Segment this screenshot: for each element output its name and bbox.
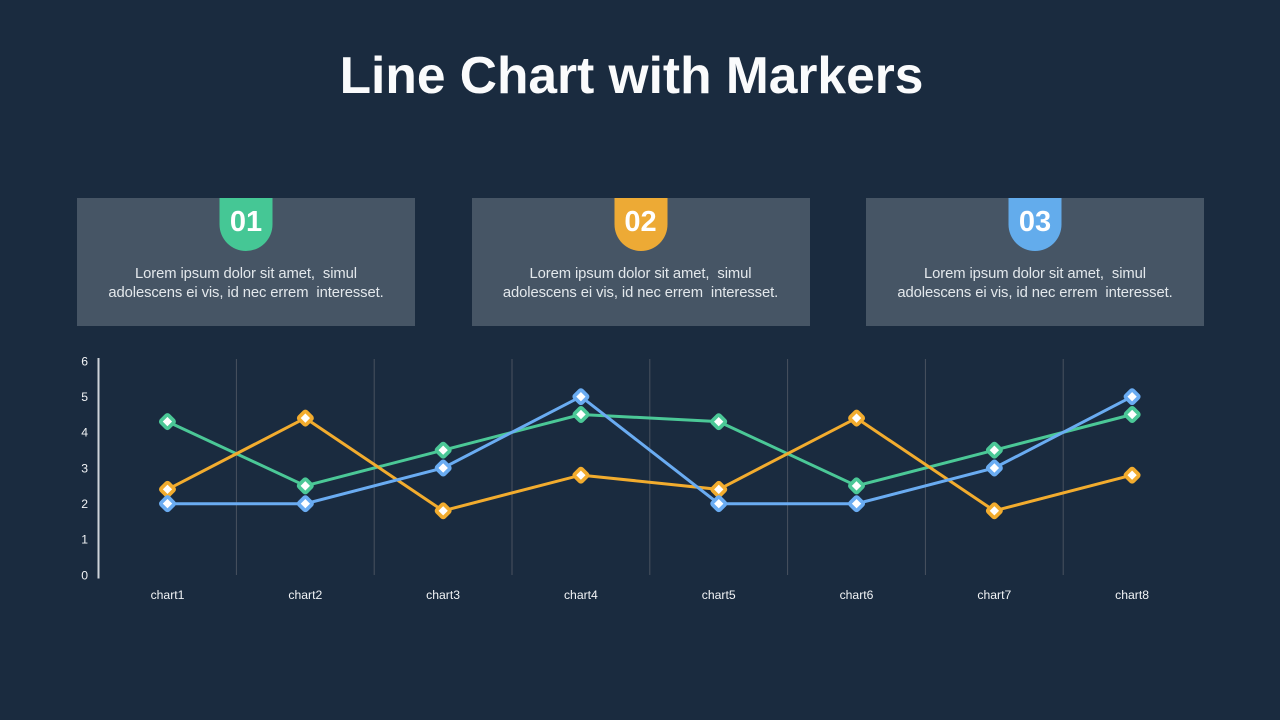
svg-text:chart7: chart7 [977, 588, 1011, 602]
svg-text:4: 4 [81, 426, 88, 440]
svg-text:6: 6 [81, 354, 88, 368]
svg-text:chart8: chart8 [1115, 588, 1149, 602]
svg-text:chart4: chart4 [564, 588, 598, 602]
svg-text:chart1: chart1 [151, 588, 185, 602]
svg-text:0: 0 [81, 568, 88, 582]
svg-text:2: 2 [81, 497, 88, 511]
svg-text:chart5: chart5 [702, 588, 736, 602]
svg-text:chart3: chart3 [426, 588, 460, 602]
svg-text:3: 3 [81, 461, 88, 475]
svg-text:chart6: chart6 [840, 588, 874, 602]
svg-text:chart2: chart2 [288, 588, 322, 602]
svg-text:1: 1 [81, 533, 88, 547]
svg-text:5: 5 [81, 390, 88, 404]
